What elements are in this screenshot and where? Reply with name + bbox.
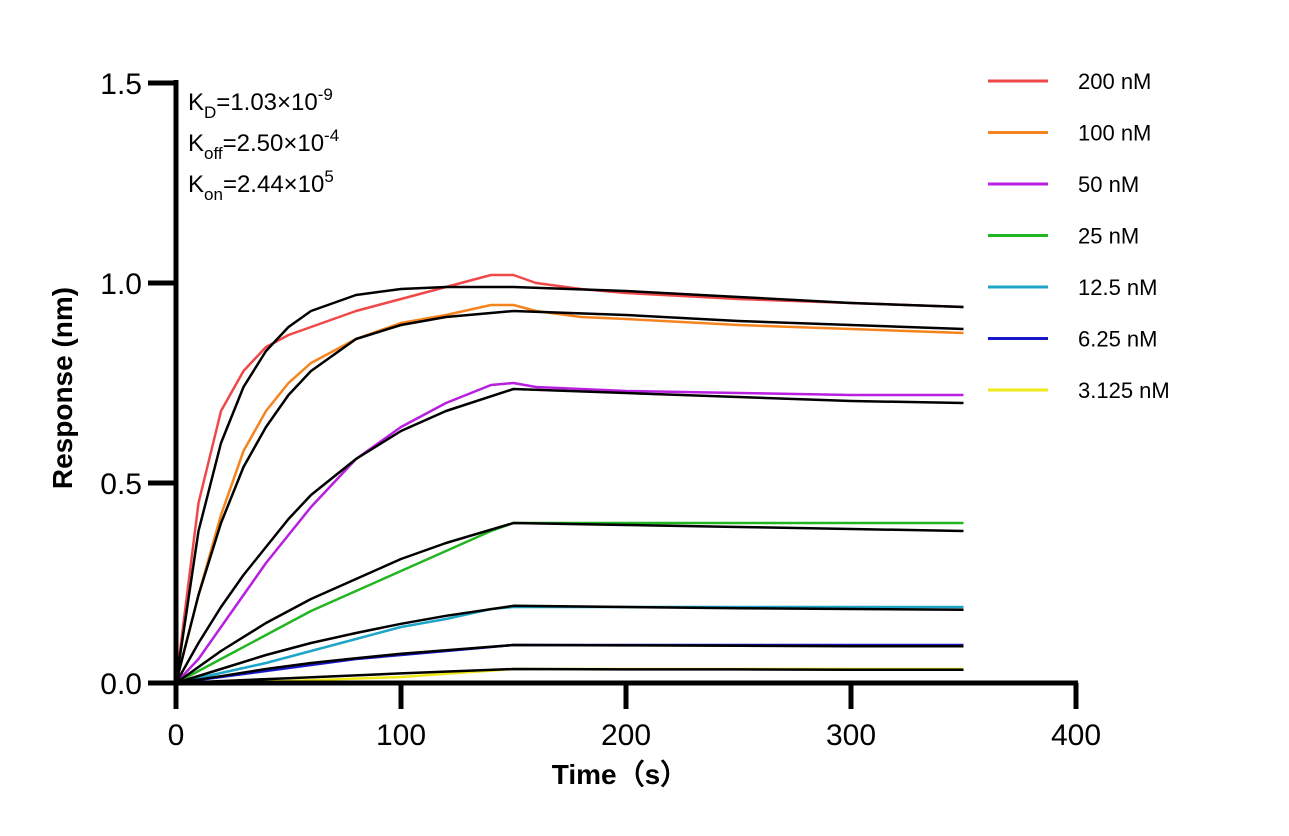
x-tick-label: 300 [826,719,876,752]
kon-annotation: Kon=2.44×105 [188,167,334,204]
plot-area [174,273,964,685]
kinetic-constants: KD=1.03×10-9 Koff=2.50×10-4 Kon=2.44×105 [188,85,339,204]
fit-curve-100-nm [174,309,964,684]
kd-annotation: KD=1.03×10-9 [188,85,333,122]
legend-label-50-nm: 50 nM [1078,172,1139,197]
legend-label-6-25-nm: 6.25 nM [1078,327,1158,352]
fit-curve-3-125-nm [175,667,964,685]
x-tick-label: 200 [601,719,651,752]
koff-annotation: Koff=2.50×10-4 [188,126,339,163]
fit-curve-50-nm [174,387,964,684]
series-200-nm-line [174,273,964,684]
x-tick-label: 0 [168,719,185,752]
y-tick-label: 1.0 [100,268,142,301]
fit-curve-6-25-nm [175,643,964,685]
data-traces [174,273,964,685]
series-25-nm-line [175,521,964,685]
legend-label-100-nm: 100 nM [1078,121,1151,146]
legend: 200 nM 100 nM 50 nM 25 nM 12.5 nM 6.25 nM 3.12… [988,69,1170,403]
series-100-nm-line [174,303,964,684]
fit-curves [174,285,964,685]
x-tick-label: 400 [1051,719,1101,752]
legend-label-25-nm: 25 nM [1078,224,1139,249]
y-tick-label: 1.5 [100,68,142,101]
series-50-nm-line [175,381,964,684]
fit-curve-200-nm [174,285,964,684]
legend-label-3-125-nm: 3.125 nM [1078,378,1170,403]
x-tick-label: 100 [376,719,426,752]
y-tick-label: 0.0 [100,668,142,701]
fit-curve-12-5-nm [175,604,964,685]
y-tick-label: 0.5 [100,468,142,501]
y-axis-ticks: 0.0 0.5 1.0 1.5 [100,68,176,701]
legend-label-200-nm: 200 nM [1078,69,1151,94]
x-axis-title: Time（s） [552,758,688,790]
y-axis-title: Response (nm) [47,287,78,489]
legend-label-12-5-nm: 12.5 nM [1078,275,1158,300]
x-axis-ticks: 0 100 200 300 400 [168,683,1101,752]
fit-curve-25-nm [175,521,964,685]
